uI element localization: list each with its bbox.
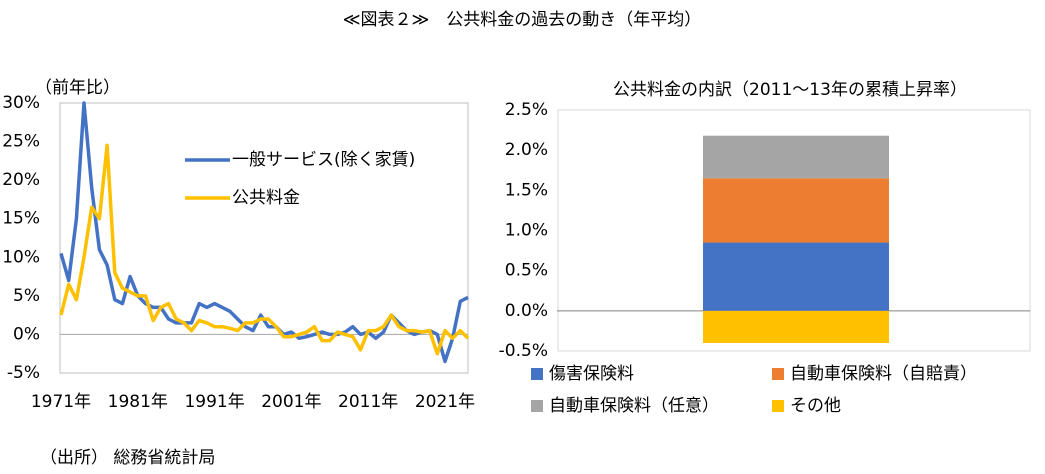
y-tick-label: 0.0% — [505, 301, 548, 321]
y-tick-label: 0.5% — [505, 261, 548, 281]
legend-label: 自動車保険料（任意） — [549, 396, 719, 416]
series-line — [59, 101, 469, 364]
chart-title: 公共料金の内訳（2011〜13年の累積上昇率） — [613, 80, 967, 100]
y-tick-label: 30% — [2, 93, 40, 113]
plot-frame — [59, 102, 469, 374]
legend-swatch — [531, 400, 543, 412]
legend-swatch — [772, 400, 784, 412]
y-tick-label: 25% — [2, 132, 40, 152]
y-tick-label: 2.0% — [505, 140, 548, 160]
legend-label: 公共料金 — [232, 188, 300, 208]
x-tick-label: 2021年 — [415, 392, 475, 412]
bar-segment — [703, 310, 889, 343]
y-tick-label: 1.0% — [505, 221, 548, 241]
legend-swatch — [531, 368, 543, 380]
x-tick-label: 1971年 — [31, 392, 91, 412]
y-tick-label: -5% — [7, 363, 40, 383]
source-note: （出所） 総務省統計局 — [40, 448, 215, 468]
plot-frame — [557, 109, 1031, 352]
x-tick-label: 2011年 — [338, 392, 398, 412]
legend-label: 傷害保険料 — [549, 364, 634, 384]
y-tick-label: 5% — [13, 286, 40, 306]
y-tick-label: 15% — [2, 209, 40, 229]
y-axis-label: （前年比） — [35, 78, 120, 98]
x-tick-label: 2001年 — [261, 392, 321, 412]
bar-segment — [703, 135, 889, 179]
series-line — [59, 143, 470, 356]
y-tick-label: 10% — [2, 247, 40, 267]
x-tick-label: 1981年 — [108, 392, 168, 412]
y-tick-label: 0% — [13, 324, 40, 344]
y-tick-label: 20% — [2, 170, 40, 190]
legend-label: その他 — [790, 396, 841, 416]
legend-label: 一般サービス(除く家賃) — [232, 150, 415, 170]
bar-segment — [703, 242, 889, 311]
x-tick-label: 1991年 — [184, 392, 244, 412]
legend-swatch — [772, 368, 784, 380]
legend-label: 自動車保険料（自賠責） — [790, 364, 977, 384]
figure-title: ≪図表２≫ 公共料金の過去の動き（年平均） — [343, 10, 702, 30]
bar-segment — [703, 178, 889, 243]
y-tick-label: 2.5% — [505, 100, 548, 120]
y-tick-label: -0.5% — [499, 341, 548, 361]
y-tick-label: 1.5% — [505, 180, 548, 200]
